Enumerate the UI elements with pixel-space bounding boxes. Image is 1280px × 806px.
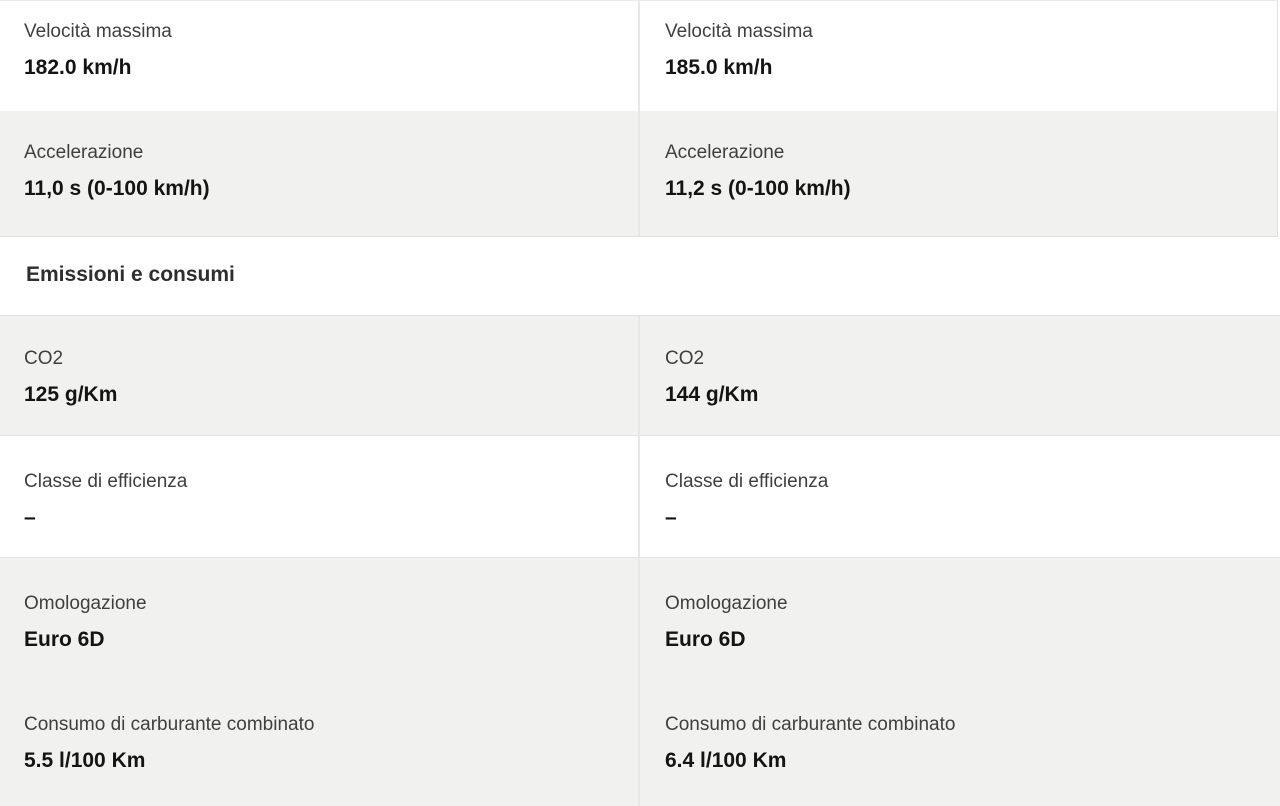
spec-label: Consumo di carburante combinato [24, 714, 315, 735]
spec-label: Accelerazione [665, 142, 785, 163]
spec-value: Euro 6D [24, 628, 105, 651]
section-header-title: Emissioni e consumi [26, 263, 235, 286]
spec-cell-car1-velocita: Velocità massima 182.0 km/h [0, 1, 638, 111]
spec-cell-car2-omologazione: Omologazione Euro 6D [638, 558, 1280, 680]
spec-value: – [665, 506, 677, 529]
spec-value: 11,0 s (0-100 km/h) [24, 177, 210, 200]
spec-cell-car2-accelerazione: Accelerazione 11,2 s (0-100 km/h) [638, 111, 1277, 236]
spec-value: 5.5 l/100 Km [24, 749, 146, 772]
spec-row-accelerazione: Accelerazione 11,0 s (0-100 km/h) Accele… [0, 111, 1277, 237]
spec-row-classe-efficienza: Classe di efficienza – Classe di efficie… [0, 436, 1280, 558]
spec-cell-car2-consumo: Consumo di carburante combinato 6.4 l/10… [638, 680, 1280, 806]
spec-value: 182.0 km/h [24, 56, 132, 79]
spec-cell-car1-classe: Classe di efficienza – [0, 436, 638, 557]
spec-label: Velocità massima [24, 21, 172, 42]
spec-row-co2: CO2 125 g/Km CO2 144 g/Km [0, 316, 1280, 436]
spec-row-omologazione: Omologazione Euro 6D Omologazione Euro 6… [0, 558, 1280, 680]
spec-value: – [24, 506, 36, 529]
spec-label: Accelerazione [24, 142, 144, 163]
section-emissions: CO2 125 g/Km CO2 144 g/Km Classe di effi… [0, 316, 1280, 806]
spec-value: 144 g/Km [665, 383, 759, 406]
spec-value: 185.0 km/h [665, 56, 773, 79]
spec-value: 125 g/Km [24, 383, 118, 406]
spec-cell-car2-classe: Classe di efficienza – [638, 436, 1280, 557]
spec-label: Consumo di carburante combinato [665, 714, 956, 735]
spec-row-velocita-massima: Velocità massima 182.0 km/h Velocità mas… [0, 1, 1277, 111]
section-performance: Velocità massima 182.0 km/h Velocità mas… [0, 0, 1278, 237]
spec-cell-car1-accelerazione: Accelerazione 11,0 s (0-100 km/h) [0, 111, 638, 236]
spec-label: Classe di efficienza [665, 471, 829, 492]
spec-cell-car1-omologazione: Omologazione Euro 6D [0, 558, 638, 680]
spec-cell-car1-co2: CO2 125 g/Km [0, 316, 638, 435]
spec-value: 11,2 s (0-100 km/h) [665, 177, 851, 200]
spec-label: Omologazione [24, 593, 147, 614]
spec-label: Omologazione [665, 593, 788, 614]
spec-label: Velocità massima [665, 21, 813, 42]
spec-cell-car1-consumo: Consumo di carburante combinato 5.5 l/10… [0, 680, 638, 806]
spec-value: Euro 6D [665, 628, 746, 651]
spec-label: Classe di efficienza [24, 471, 188, 492]
spec-row-consumo-combinato: Consumo di carburante combinato 5.5 l/10… [0, 680, 1280, 806]
section-header-emissioni: Emissioni e consumi [0, 237, 1280, 316]
spec-label: CO2 [665, 348, 705, 369]
spec-cell-car2-co2: CO2 144 g/Km [638, 316, 1280, 435]
spec-value: 6.4 l/100 Km [665, 749, 787, 772]
spec-label: CO2 [24, 348, 64, 369]
spec-cell-car2-velocita: Velocità massima 185.0 km/h [638, 1, 1277, 111]
